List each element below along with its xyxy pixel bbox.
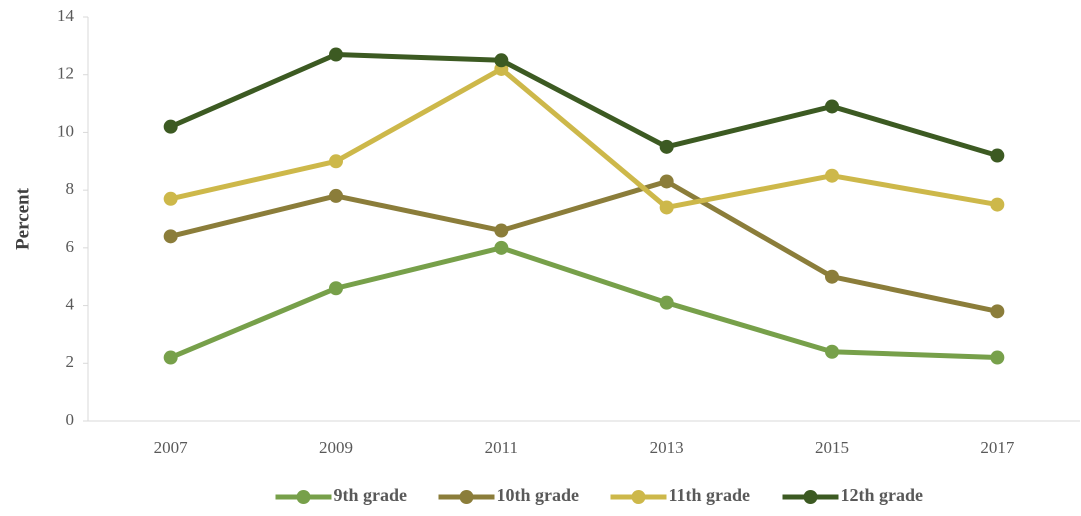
legend-label: 9th grade (334, 485, 408, 505)
y-tick-label: 10 (57, 121, 74, 140)
series-line (169, 52, 999, 158)
data-point (329, 281, 343, 296)
data-point (659, 295, 674, 310)
legend-marker (296, 490, 311, 504)
legend-marker (803, 490, 818, 504)
y-tick-label: 14 (57, 6, 75, 25)
y-tick-label: 8 (66, 179, 75, 198)
y-tick-label: 4 (66, 294, 75, 313)
series-line (170, 66, 998, 210)
data-point (329, 154, 343, 169)
series-line (170, 178, 998, 314)
x-tick-label: 2009 (319, 438, 353, 457)
data-point (163, 229, 178, 244)
y-tick-label: 12 (57, 64, 74, 83)
data-point (825, 168, 839, 183)
data-point (329, 47, 343, 62)
y-axis-label: Percent (12, 187, 33, 250)
data-point (494, 223, 509, 238)
x-tick-label: 2013 (650, 438, 684, 457)
legend-marker (459, 490, 474, 504)
x-tick-label: 2015 (815, 438, 849, 457)
x-tick-label: 2017 (980, 438, 1015, 457)
data-point (825, 344, 839, 359)
data-point (825, 99, 839, 114)
data-point (659, 139, 674, 154)
data-point (659, 174, 674, 189)
x-tick-label: 2011 (485, 438, 518, 457)
legend-marker (631, 490, 646, 504)
legend-label: 12th grade (841, 485, 924, 505)
data-point (163, 350, 178, 365)
y-tick-label: 0 (66, 410, 75, 429)
data-point (163, 119, 178, 134)
legend-label: 11th grade (669, 485, 751, 505)
data-point (659, 200, 674, 215)
data-point (990, 304, 1005, 319)
y-tick-label: 6 (66, 237, 75, 256)
data-point (329, 188, 343, 203)
data-point (494, 240, 509, 255)
x-tick-label: 2007 (154, 438, 189, 457)
data-point (990, 350, 1005, 365)
data-point (990, 148, 1005, 163)
data-point (825, 269, 839, 284)
series-line (169, 245, 998, 361)
data-point (163, 191, 178, 206)
legend-label: 10th grade (497, 485, 580, 505)
y-tick-label: 2 (66, 352, 75, 371)
data-point (494, 53, 509, 68)
data-point (990, 197, 1005, 212)
